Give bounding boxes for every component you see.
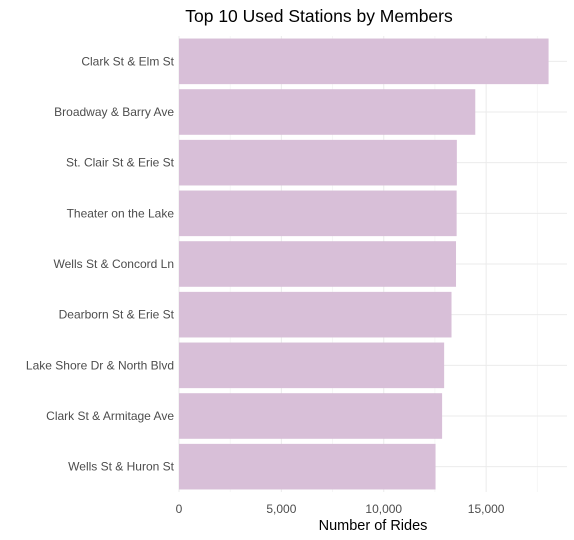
bar bbox=[179, 291, 452, 338]
bar bbox=[179, 190, 457, 237]
y-tick-label: Clark St & Elm St bbox=[81, 54, 174, 68]
y-tick-label: Theater on the Lake bbox=[67, 206, 175, 220]
x-tick-label: 0 bbox=[176, 502, 183, 516]
y-tick-label: Dearborn St & Erie St bbox=[59, 308, 175, 322]
bar bbox=[179, 342, 445, 389]
x-tick-label: 10,000 bbox=[365, 502, 402, 516]
bar bbox=[179, 38, 549, 85]
y-tick-label: Wells St & Huron St bbox=[68, 460, 174, 474]
y-tick-label: Lake Shore Dr & North Blvd bbox=[26, 358, 174, 372]
bar bbox=[179, 139, 457, 186]
bars bbox=[179, 38, 549, 490]
bar bbox=[179, 89, 476, 135]
x-tick-label: 5,000 bbox=[266, 502, 296, 516]
y-axis-tick-labels: Clark St & Elm St Broadway & Barry Ave St.… bbox=[26, 54, 175, 473]
y-tick-label: Broadway & Barry Ave bbox=[54, 105, 174, 119]
bar bbox=[179, 443, 436, 490]
x-axis-title: Number of Rides bbox=[319, 518, 428, 534]
y-tick-label: Wells St & Concord Ln bbox=[54, 257, 175, 271]
y-tick-label: Clark St & Armitage Ave bbox=[46, 409, 174, 423]
bar bbox=[179, 241, 457, 287]
bar bbox=[179, 393, 443, 439]
x-tick-label: 15,000 bbox=[468, 502, 505, 516]
x-axis-tick-labels: 0 5,000 10,000 15,000 bbox=[176, 502, 505, 516]
y-tick-label: St. Clair St & Erie St bbox=[66, 156, 175, 170]
chart-title: Top 10 Used Stations by Members bbox=[185, 6, 453, 26]
